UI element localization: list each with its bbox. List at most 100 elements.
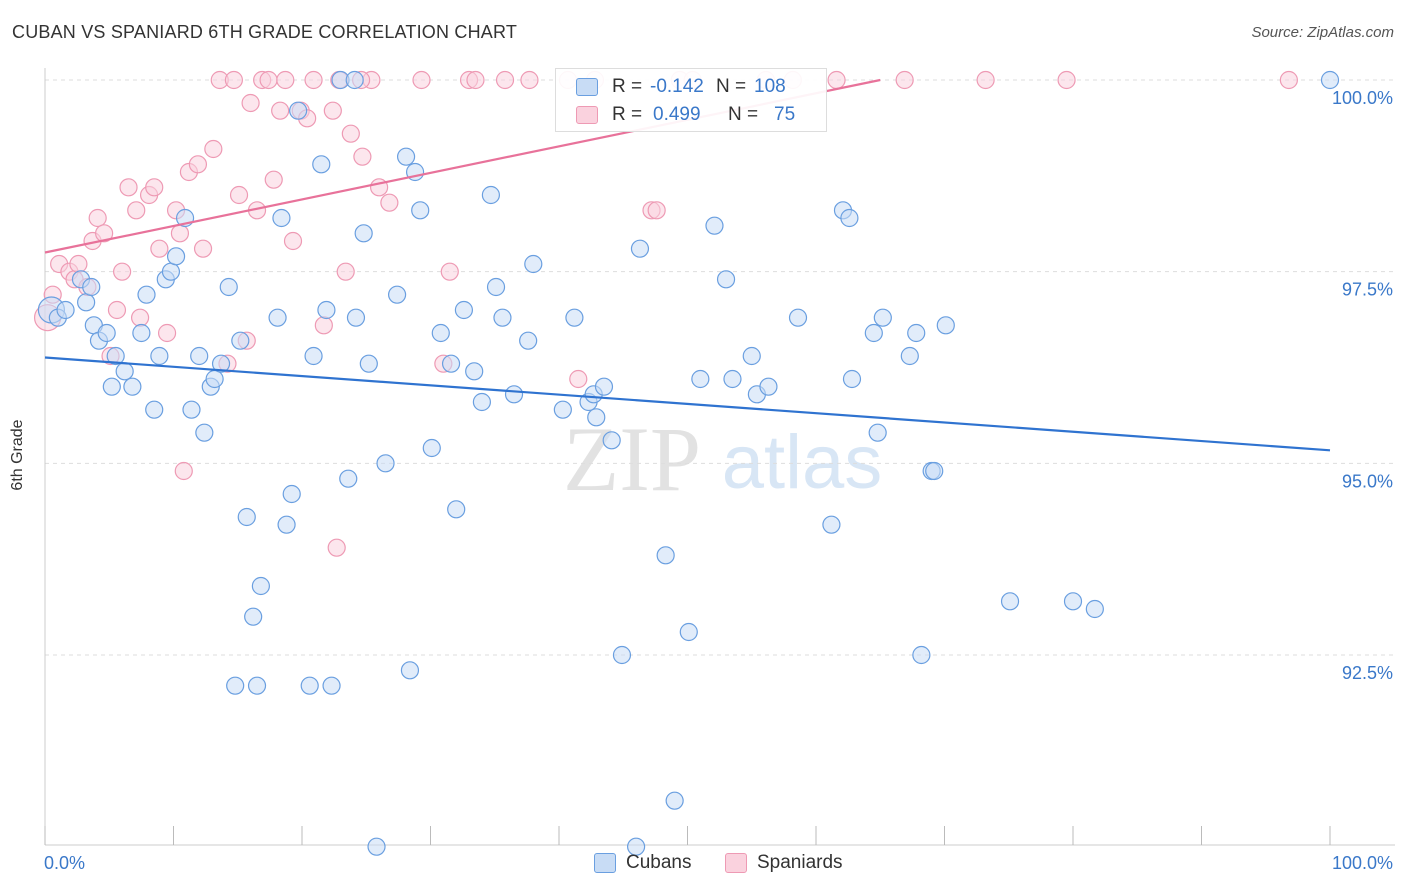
legend-row-spaniards: R = 0.499 N = 75 <box>556 101 795 129</box>
cuban-point <box>565 308 584 327</box>
spaniard-point <box>150 239 169 258</box>
cuban-point <box>630 239 650 258</box>
cuban-point <box>272 208 291 228</box>
spaniards-label: Spaniards <box>757 852 843 873</box>
spaniard-point <box>127 201 146 220</box>
x-tick-label: 100.0% <box>1332 853 1393 873</box>
cuban-point <box>519 331 538 350</box>
spaniard-point <box>188 155 208 174</box>
cuban-point <box>873 308 892 327</box>
cuban-point <box>723 369 742 389</box>
spaniard-point <box>827 70 846 90</box>
cuban-point <box>481 185 500 205</box>
cuban-point <box>277 515 296 534</box>
cuban-point <box>587 408 606 427</box>
cuban-point <box>788 308 808 327</box>
cuban-point <box>345 70 364 90</box>
cuban-point <box>822 515 841 534</box>
cuban-point <box>1085 599 1104 619</box>
y-tick-label: 97.5% <box>1342 280 1393 300</box>
cuban-point <box>77 293 96 312</box>
spaniard-point <box>276 70 295 90</box>
cuban-point <box>190 346 209 366</box>
trend-lines <box>44 78 1331 452</box>
legend-item-cubans[interactable]: Cubans <box>594 852 692 874</box>
y-tick-label: 92.5% <box>1342 663 1393 683</box>
legend-n-label: N = <box>716 76 747 97</box>
cuban-point <box>486 277 506 297</box>
spaniard-point <box>647 201 666 220</box>
legend-r-value: 0.499 <box>653 104 701 125</box>
cuban-point <box>354 224 373 243</box>
cuban-point <box>82 277 101 297</box>
cuban-point <box>524 254 543 274</box>
spaniard-point <box>283 231 303 251</box>
spaniard-point <box>264 170 283 189</box>
spaniard-point <box>466 70 485 90</box>
cuban-point <box>400 661 420 680</box>
cuban-point <box>626 837 646 856</box>
cuban-point <box>106 346 125 366</box>
cuban-point <box>102 377 121 396</box>
spaniard-point <box>412 70 431 90</box>
cuban-point <box>231 331 250 350</box>
cuban-point <box>367 837 386 856</box>
cuban-point <box>182 400 201 419</box>
legend-n-value: 108 <box>754 76 786 97</box>
cuban-point <box>219 277 238 297</box>
spaniard-point <box>224 70 243 90</box>
cuban-point <box>1000 592 1020 611</box>
legend-item-spaniards[interactable]: Spaniards <box>725 852 843 874</box>
cuban-point <box>840 208 859 228</box>
cuban-point <box>244 607 263 626</box>
cuban-point <box>226 676 245 695</box>
spaniard-point <box>1279 70 1298 90</box>
cuban-point <box>145 400 164 419</box>
stats-legend: R = -0.142 N = 108 R = 0.499 N = 75 <box>555 68 827 132</box>
spaniard-point <box>440 262 459 281</box>
cuban-point <box>925 461 944 481</box>
legend-swatch-spaniards <box>576 106 598 124</box>
cuban-point <box>691 369 710 389</box>
y-tick-label: 100.0% <box>1332 88 1393 108</box>
cuban-point <box>282 484 301 504</box>
cuban-point <box>716 270 736 289</box>
cuban-point <box>612 645 632 665</box>
x-tick-label: 0.0% <box>44 853 85 873</box>
spaniards-swatch <box>725 853 747 873</box>
grid-lines <box>45 79 1395 656</box>
spaniard-point <box>69 254 88 274</box>
cuban-point <box>346 308 366 327</box>
chart-source: Source: ZipAtlas.com <box>1251 24 1394 41</box>
cuban-point <box>1320 70 1340 90</box>
legend-r-label: R = <box>612 76 643 97</box>
cuban-point <box>150 346 169 366</box>
spaniard-point <box>157 323 177 343</box>
cuban-point <box>454 300 474 320</box>
cuban-point <box>594 377 614 396</box>
cuban-point <box>472 392 491 412</box>
cuban-point <box>447 500 466 519</box>
spaniard-point <box>193 239 213 258</box>
legend-swatch-cubans <box>576 78 598 96</box>
cuban-point <box>864 323 883 343</box>
cuban-point <box>759 377 778 396</box>
cuban-point <box>553 400 572 419</box>
cuban-point <box>317 300 336 320</box>
cuban-point <box>912 645 931 665</box>
cuban-point <box>132 323 151 343</box>
watermark-zip: ZIP <box>563 408 701 510</box>
spaniard-point <box>130 308 150 327</box>
cuban-point <box>304 346 323 366</box>
cuban-point <box>247 676 267 695</box>
cuban-point <box>441 354 461 373</box>
cuban-point <box>268 308 287 327</box>
spaniard-point <box>1057 70 1076 90</box>
cuban-point <box>115 362 134 381</box>
cuban-point <box>411 201 430 220</box>
watermark-atlas: atlas <box>722 420 883 505</box>
spaniard-point <box>174 461 193 481</box>
cuban-point <box>56 300 75 320</box>
cuban-point <box>322 676 341 695</box>
